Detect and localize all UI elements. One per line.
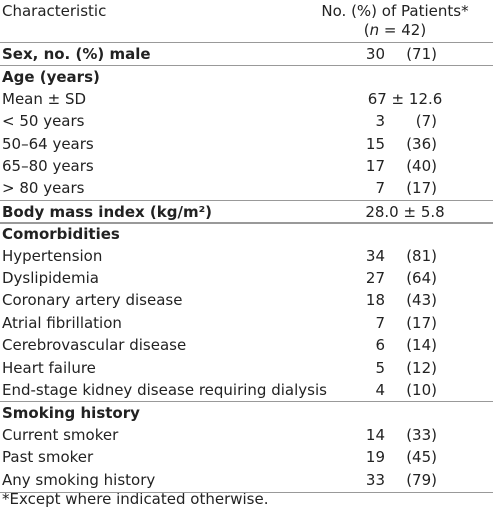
count-cell: 14 xyxy=(365,425,385,444)
percent-cell: (79) xyxy=(406,470,437,489)
header-line: No. (%) of Patients* xyxy=(321,2,469,20)
table-row: Mean ± SD 67 ± 12.6 xyxy=(0,88,493,110)
count-cell: 4 xyxy=(375,381,385,399)
table-row: Hypertension 34 (81) xyxy=(0,245,493,267)
percent-cell: (64) xyxy=(406,269,437,287)
table-row: 50–64 years 15 (36) xyxy=(0,133,493,155)
value-cell: 28.0 ± 5.8 xyxy=(365,202,445,221)
table-row: Comorbidities xyxy=(0,222,493,245)
percent-cell: (36) xyxy=(406,134,437,153)
count-cell: 15 xyxy=(365,134,385,153)
count-cell: 30 xyxy=(365,45,385,63)
row-label: Atrial fibrillation xyxy=(2,313,122,332)
percent-cell: (7) xyxy=(415,112,437,131)
count-cell: 17 xyxy=(365,157,385,175)
percent-cell: (33) xyxy=(406,425,437,444)
row-label: 65–80 years xyxy=(2,157,94,175)
table-row: Sex, no. (%) male 30 (71) xyxy=(0,43,493,65)
table-header: Characteristic No. (%) of Patients* (n =… xyxy=(0,0,493,43)
table-row: End-stage kidney disease requiring dialy… xyxy=(0,379,493,401)
table-row: Dyslipidemia 27 (64) xyxy=(0,267,493,289)
table-row: Heart failure 5 (12) xyxy=(0,357,493,379)
percent-cell: (12) xyxy=(406,358,437,377)
row-label: Age (years) xyxy=(2,68,100,87)
table-row: Age (years) xyxy=(0,65,493,88)
count-cell: 3 xyxy=(375,112,385,131)
percent-cell: (45) xyxy=(406,448,437,467)
table-row: Body mass index (kg/m²) 28.0 ± 5.8 xyxy=(0,199,493,225)
row-label: Heart failure xyxy=(2,358,96,377)
table-row: Current smoker 14 (33) xyxy=(0,424,493,446)
row-label: Comorbidities xyxy=(2,225,120,244)
row-label: Smoking history xyxy=(2,404,140,423)
percent-cell: (81) xyxy=(406,246,437,265)
count-cell: 19 xyxy=(365,448,385,467)
count-cell: 5 xyxy=(375,358,385,377)
header-cell: No. (%) of Patients* (n = 42) xyxy=(310,2,480,40)
row-label: Body mass index (kg/m²) xyxy=(2,202,213,221)
header-line: (n = 42) xyxy=(310,21,480,40)
text: = 42) xyxy=(379,21,427,39)
text: n xyxy=(369,21,380,39)
percent-cell: (43) xyxy=(406,291,437,310)
row-label: Sex, no. (%) male xyxy=(2,45,151,63)
count-cell: 7 xyxy=(375,313,385,332)
count-cell: 33 xyxy=(365,470,385,489)
header-cell: Characteristic xyxy=(2,2,107,20)
row-label: Dyslipidemia xyxy=(2,269,99,287)
value-cell: 67 ± 12.6 xyxy=(367,89,443,108)
text: ( xyxy=(363,21,370,39)
row-label: Coronary artery disease xyxy=(2,291,183,310)
percent-cell: (17) xyxy=(406,179,437,198)
count-cell: 18 xyxy=(365,291,385,310)
table-row: Past smoker 19 (45) xyxy=(0,446,493,468)
row-label: Mean ± SD xyxy=(2,89,87,108)
row-label: < 50 years xyxy=(2,112,85,131)
table-row: > 80 years 7 (17) xyxy=(0,177,493,199)
table-row: 65–80 years 17 (40) xyxy=(0,155,493,177)
row-label: End-stage kidney disease requiring dialy… xyxy=(2,381,327,399)
percent-cell: (17) xyxy=(406,313,437,332)
table-rule xyxy=(0,492,493,493)
percent-cell: (10) xyxy=(406,381,437,399)
row-label: Past smoker xyxy=(2,448,94,467)
row-label: Hypertension xyxy=(2,246,103,265)
count-cell: 7 xyxy=(375,179,385,198)
count-cell: 6 xyxy=(375,336,385,355)
count-cell: 27 xyxy=(365,269,385,287)
row-label: Current smoker xyxy=(2,425,119,444)
table-row: Smoking history xyxy=(0,401,493,424)
percent-cell: (14) xyxy=(406,336,437,355)
footnote: *Except where indicated otherwise. xyxy=(2,490,269,508)
table-row: < 50 years 3 (7) xyxy=(0,110,493,132)
row-label: Any smoking history xyxy=(2,470,156,489)
percent-cell: (71) xyxy=(406,45,437,63)
table-row: Atrial fibrillation 7 (17) xyxy=(0,312,493,334)
row-label: > 80 years xyxy=(2,179,85,198)
table-row: Cerebrovascular disease 6 (14) xyxy=(0,334,493,356)
percent-cell: (40) xyxy=(406,157,437,175)
table-row: Any smoking history 33 (79) xyxy=(0,469,493,491)
row-label: Cerebrovascular disease xyxy=(2,336,187,355)
row-label: 50–64 years xyxy=(2,134,94,153)
count-cell: 34 xyxy=(365,246,385,265)
table-row: Coronary artery disease 18 (43) xyxy=(0,289,493,311)
